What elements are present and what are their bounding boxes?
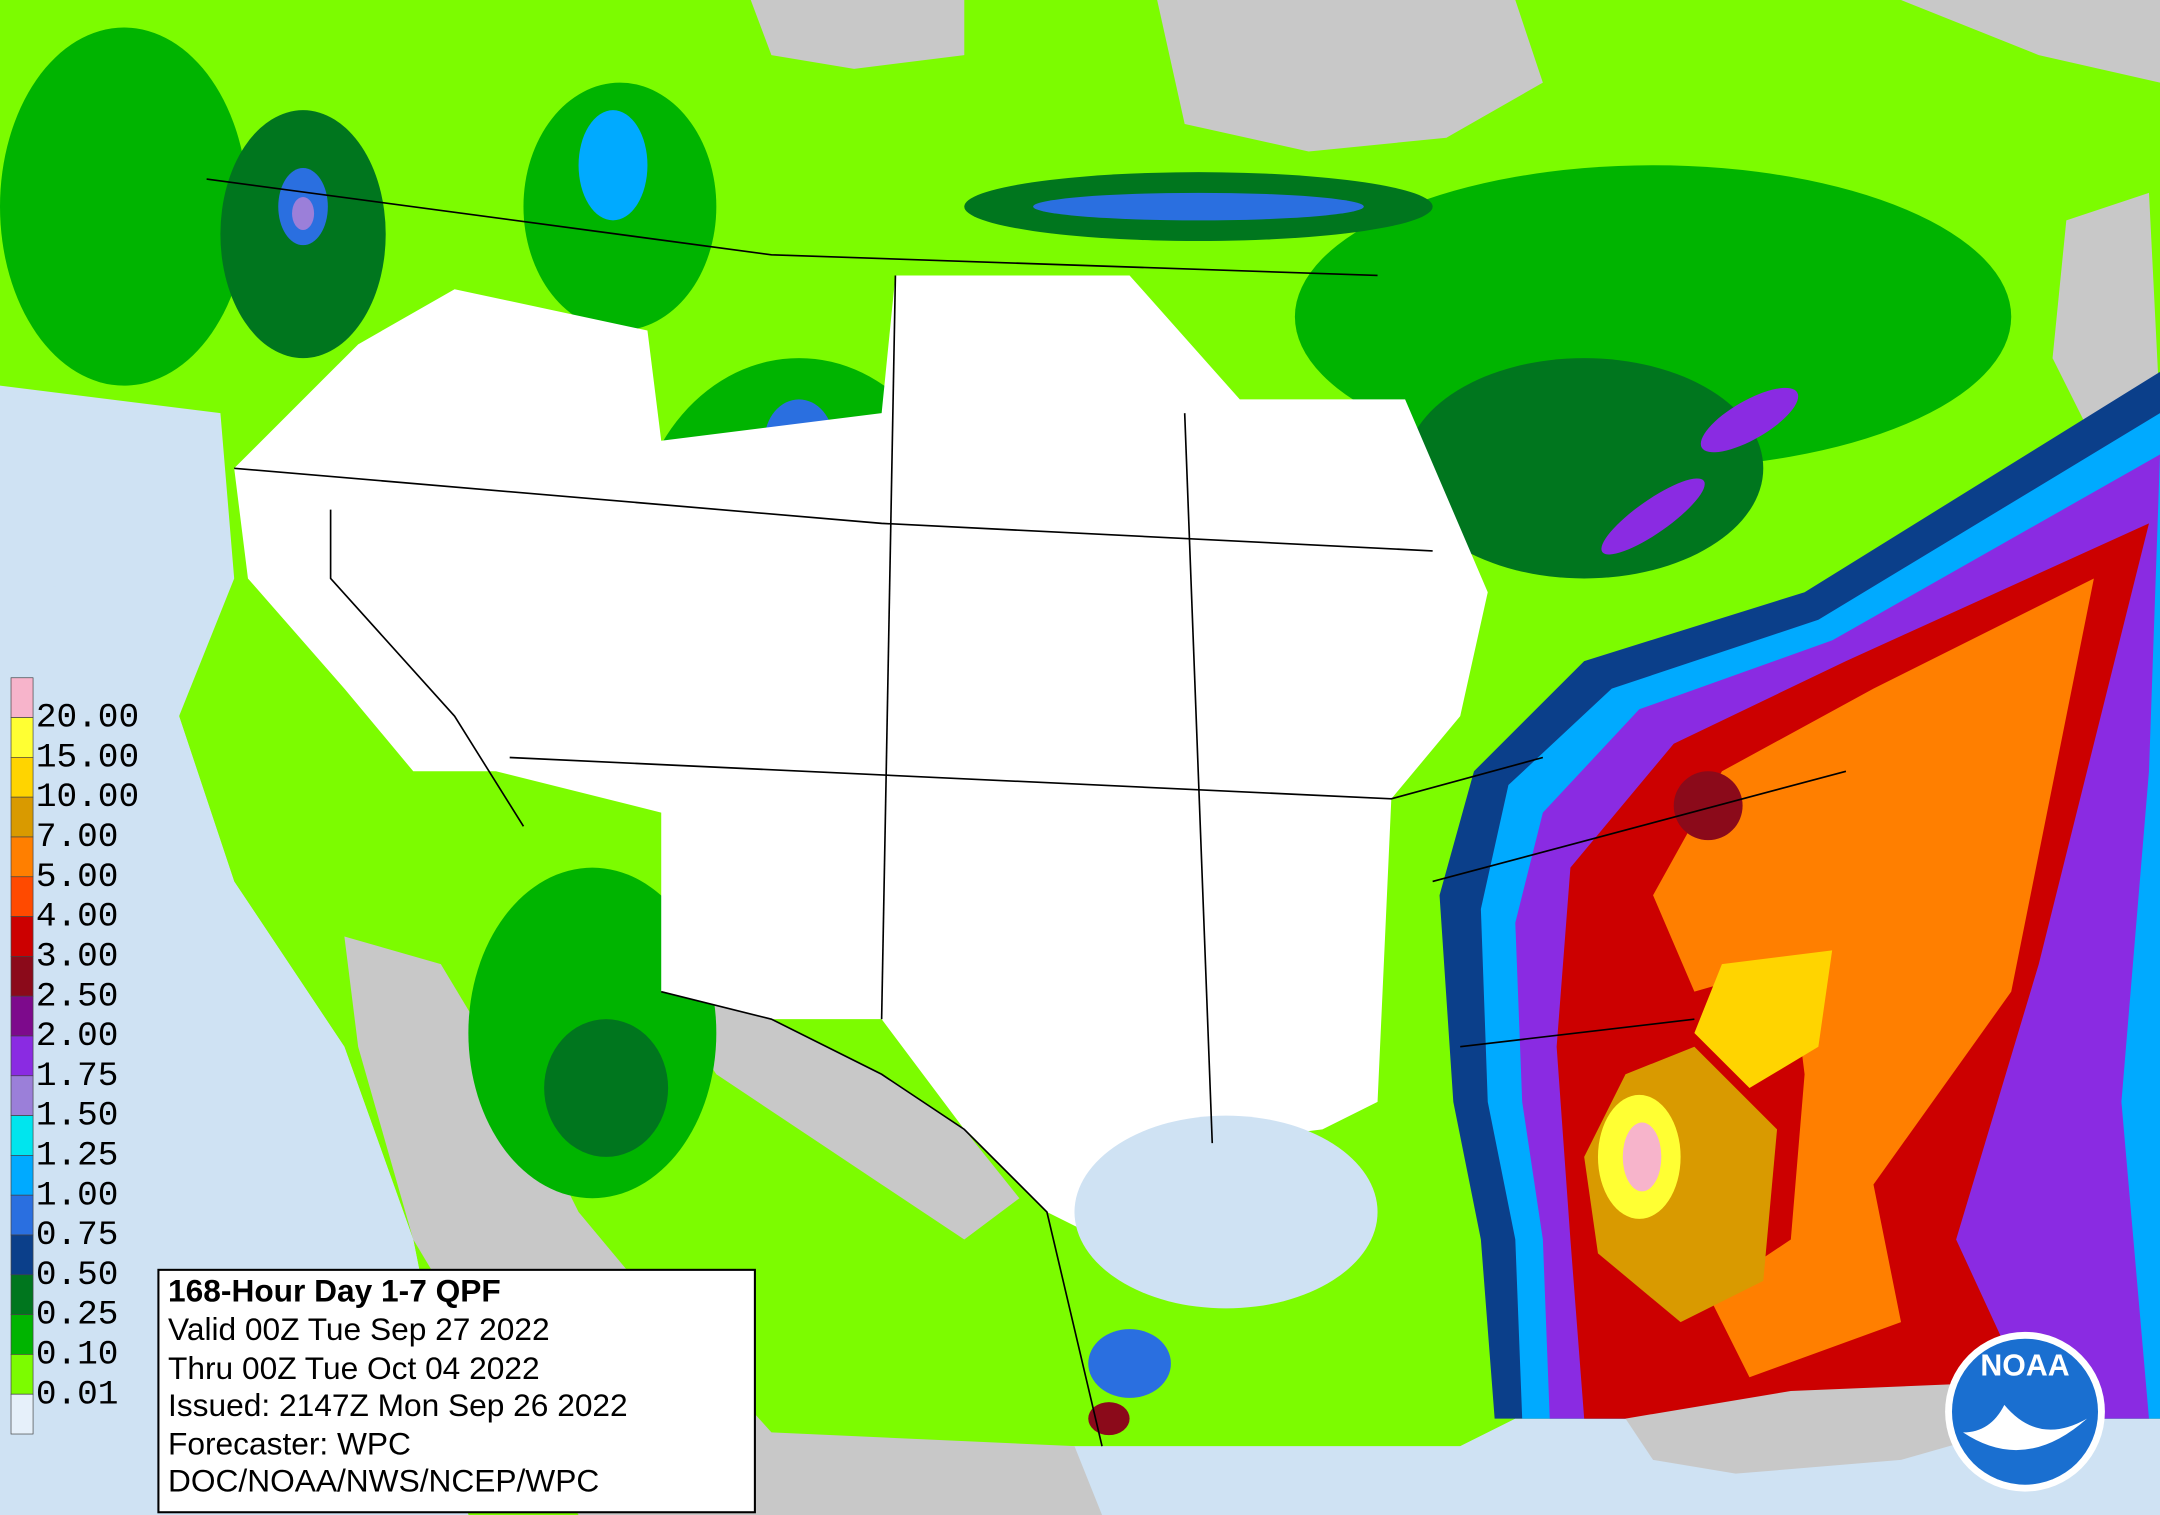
legend-swatch xyxy=(10,1155,34,1196)
info-line: Issued: 2147Z Mon Sep 26 2022 xyxy=(168,1387,628,1423)
logo-gull xyxy=(1963,1404,2087,1451)
legend-swatch xyxy=(10,1274,34,1315)
legend-label: 3.00 xyxy=(36,937,119,976)
legend-label: 20.00 xyxy=(36,699,139,738)
legend-swatch xyxy=(10,677,34,718)
legend-swatch xyxy=(10,1393,34,1435)
info-box-frame xyxy=(157,1268,756,1514)
legend-swatch xyxy=(10,1194,34,1236)
legend-swatch xyxy=(10,956,34,997)
legend-swatch xyxy=(10,876,34,917)
info-box: 168-Hour Day 1-7 QPF Valid 00Z Tue Sep 2… xyxy=(157,1268,756,1514)
legend-label: 1.50 xyxy=(36,1097,119,1136)
legend-swatch xyxy=(10,836,34,878)
legend-label: 1.75 xyxy=(36,1057,119,1096)
legend-swatch xyxy=(10,1035,34,1077)
legend-label: 4.00 xyxy=(36,898,119,937)
legend-swatch xyxy=(10,1354,34,1395)
legend-swatch xyxy=(10,916,34,957)
info-line: DOC/NOAA/NWS/NCEP/WPC xyxy=(168,1463,599,1499)
legend-label: 0.25 xyxy=(36,1296,119,1335)
legend-swatch xyxy=(10,995,34,1037)
legend-label: 0.01 xyxy=(36,1375,119,1414)
legend-label: 2.50 xyxy=(36,977,119,1016)
legend-label: 2.00 xyxy=(36,1017,119,1056)
legend-label: 0.50 xyxy=(36,1256,119,1295)
legend-swatch xyxy=(10,1115,34,1156)
legend-label: 5.00 xyxy=(36,858,119,897)
legend-swatch xyxy=(10,717,34,758)
legend-swatch xyxy=(10,757,34,798)
legend-label: 0.75 xyxy=(36,1216,119,1255)
logo-text: NOAA xyxy=(1980,1350,2069,1383)
legend-swatch xyxy=(10,1234,34,1276)
info-line: Valid 00Z Tue Sep 27 2022 xyxy=(168,1311,550,1347)
info-title: 168-Hour Day 1-7 QPF xyxy=(168,1273,501,1309)
legend-swatch xyxy=(10,796,34,838)
logo-disc xyxy=(1951,1338,2099,1485)
legend-label: 0.10 xyxy=(36,1336,119,1375)
legend-label: 15.00 xyxy=(36,738,139,777)
legend-label: 7.00 xyxy=(36,818,119,857)
info-line: Thru 00Z Tue Oct 04 2022 xyxy=(168,1350,540,1386)
legend-label: 1.25 xyxy=(36,1136,119,1175)
legend-label: 10.00 xyxy=(36,778,139,817)
legend-swatch xyxy=(10,1314,34,1355)
legend: 20.0015.0010.007.005.004.003.002.502.001… xyxy=(10,677,139,1435)
noaa-logo: NOAA xyxy=(1945,1331,2105,1492)
legend-swatch xyxy=(10,1075,34,1116)
info-line: Forecaster: WPC xyxy=(168,1426,411,1462)
legend-label: 1.00 xyxy=(36,1176,119,1215)
